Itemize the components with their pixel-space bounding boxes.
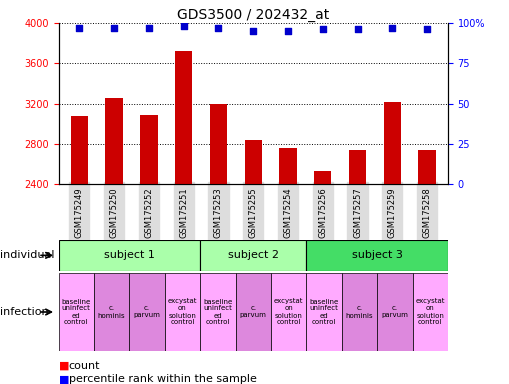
Bar xyxy=(105,98,123,384)
Text: percentile rank within the sample: percentile rank within the sample xyxy=(69,374,257,384)
Point xyxy=(214,25,222,31)
Bar xyxy=(342,273,377,351)
Bar xyxy=(236,273,271,351)
Text: count: count xyxy=(69,361,100,371)
Text: ■: ■ xyxy=(59,361,69,371)
Bar xyxy=(279,148,297,384)
Text: excystat
on
solution
control: excystat on solution control xyxy=(274,298,303,326)
Bar xyxy=(165,273,200,351)
Bar xyxy=(244,140,262,384)
Point xyxy=(249,28,257,34)
Bar xyxy=(210,104,227,384)
Bar xyxy=(412,273,448,351)
Title: GDS3500 / 202432_at: GDS3500 / 202432_at xyxy=(177,8,329,22)
Bar xyxy=(129,273,165,351)
Point xyxy=(423,26,431,33)
Text: excystat
on
solution
control: excystat on solution control xyxy=(415,298,445,326)
Bar xyxy=(314,171,331,384)
Text: c.
parvum: c. parvum xyxy=(240,306,267,318)
Text: c.
hominis: c. hominis xyxy=(346,306,373,318)
Bar xyxy=(349,150,366,384)
Point xyxy=(145,25,153,31)
Point xyxy=(284,28,292,34)
Bar xyxy=(59,273,94,351)
Bar xyxy=(140,115,158,384)
Text: infection: infection xyxy=(0,307,49,317)
Bar xyxy=(200,273,236,351)
Bar xyxy=(306,273,342,351)
Bar xyxy=(377,273,412,351)
Text: subject 1: subject 1 xyxy=(104,250,155,260)
Bar xyxy=(384,102,401,384)
Bar xyxy=(71,116,88,384)
Point xyxy=(319,26,327,33)
Bar xyxy=(306,240,448,271)
Text: individual: individual xyxy=(0,250,54,260)
Text: c.
hominis: c. hominis xyxy=(98,306,125,318)
Text: subject 3: subject 3 xyxy=(352,250,403,260)
Text: excystat
on
solution
control: excystat on solution control xyxy=(167,298,197,326)
Text: baseline
uninfect
ed
control: baseline uninfect ed control xyxy=(203,298,233,326)
Point xyxy=(353,26,361,33)
Text: subject 2: subject 2 xyxy=(228,250,279,260)
Bar xyxy=(418,150,436,384)
Text: baseline
uninfect
ed
control: baseline uninfect ed control xyxy=(62,298,91,326)
Point xyxy=(110,25,118,31)
Point xyxy=(388,25,397,31)
Point xyxy=(180,23,188,29)
Text: c.
parvum: c. parvum xyxy=(381,306,408,318)
Text: c.
parvum: c. parvum xyxy=(133,306,160,318)
Text: ■: ■ xyxy=(59,374,69,384)
Bar xyxy=(200,240,306,271)
Bar xyxy=(175,51,192,384)
Bar xyxy=(59,240,200,271)
Bar xyxy=(271,273,306,351)
Bar xyxy=(94,273,129,351)
Point xyxy=(75,25,83,31)
Text: baseline
uninfect
ed
control: baseline uninfect ed control xyxy=(309,298,338,326)
